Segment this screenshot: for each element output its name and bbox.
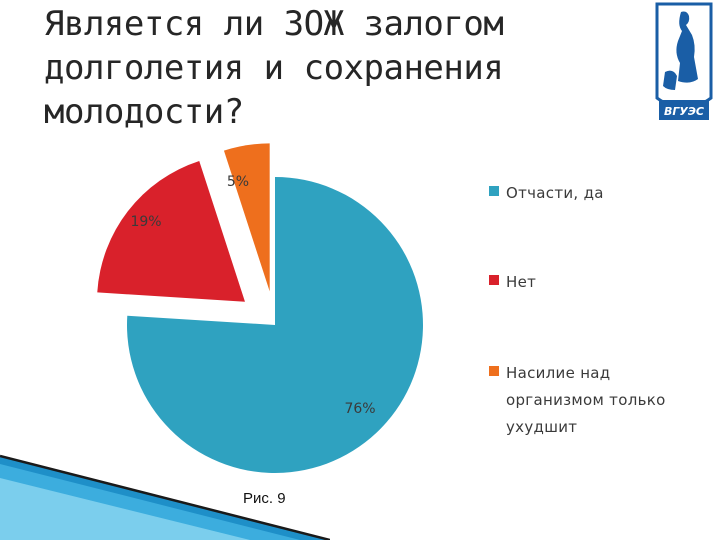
statue-icon <box>676 11 698 83</box>
legend-swatch-3 <box>489 366 499 376</box>
figure-caption: Рис. 9 <box>243 490 286 507</box>
legend-label-3-line-2: организмом только <box>506 391 666 409</box>
chart-legend: Отчасти, да Нет Насилие над организмом толь… <box>489 184 666 436</box>
slice-label-1: 76% <box>344 401 375 417</box>
legend-label-3-line-1: Насилие над <box>506 364 610 382</box>
university-logo: ВГУЭС <box>655 2 713 120</box>
legend-entry-1: Отчасти, да <box>489 184 604 202</box>
pie-slice-1 <box>127 177 424 473</box>
legend-label-2-line-1: Нет <box>506 273 536 291</box>
pie-slice-3 <box>223 143 270 292</box>
slice-label-3: 5% <box>227 174 249 190</box>
title-line-1: Является ли ЗОЖ залогом <box>44 4 504 44</box>
legend-swatch-2 <box>489 275 499 285</box>
pie-slice-2 <box>97 160 245 302</box>
legend-label-3-line-3: ухудшит <box>506 418 577 436</box>
legend-entry-3: Насилие над организмом только ухудшит <box>489 364 666 436</box>
legend-label-1-line-1: Отчасти, да <box>506 184 604 202</box>
slice-label-2: 19% <box>130 214 161 230</box>
legend-entry-2: Нет <box>489 273 536 291</box>
pie-slice-labels: 76% 19% 5% <box>130 174 375 417</box>
pie-slices <box>97 143 424 473</box>
logo-text: ВГУЭС <box>664 105 704 118</box>
slide-title: Является ли ЗОЖ залогом долголетия и сох… <box>44 2 604 134</box>
decorative-swoosh <box>0 454 330 540</box>
legend-swatch-1 <box>489 186 499 196</box>
title-line-3: молодости? <box>44 92 244 132</box>
title-line-2: долголетия и сохранения <box>44 48 504 88</box>
